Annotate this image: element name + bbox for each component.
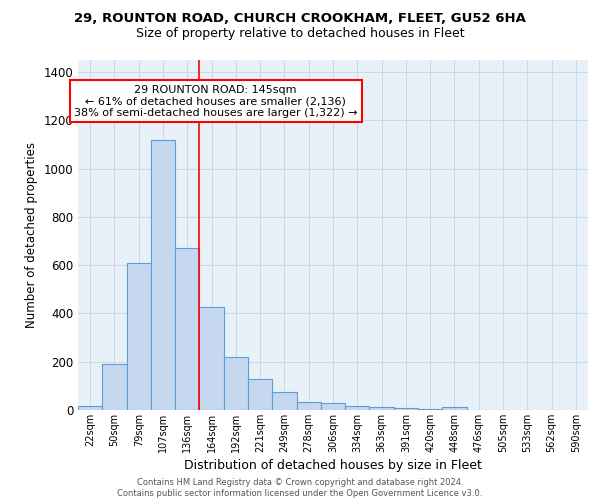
Text: 29, ROUNTON ROAD, CHURCH CROOKHAM, FLEET, GU52 6HA: 29, ROUNTON ROAD, CHURCH CROOKHAM, FLEET… [74, 12, 526, 26]
Bar [442, 407, 467, 410]
Bar [78, 406, 102, 410]
Bar [175, 248, 199, 410]
X-axis label: Distribution of detached houses by size in Fleet: Distribution of detached houses by size … [184, 459, 482, 472]
Bar [394, 408, 418, 410]
Bar [272, 392, 296, 410]
Text: 29 ROUNTON ROAD: 145sqm
← 61% of detached houses are smaller (2,136)
38% of semi: 29 ROUNTON ROAD: 145sqm ← 61% of detache… [74, 84, 358, 117]
Bar [248, 379, 272, 410]
Bar [321, 403, 345, 410]
Text: Contains HM Land Registry data © Crown copyright and database right 2024.
Contai: Contains HM Land Registry data © Crown c… [118, 478, 482, 498]
Bar [370, 407, 394, 410]
Bar [418, 409, 442, 410]
Bar [345, 406, 370, 410]
Bar [127, 263, 151, 410]
Text: Size of property relative to detached houses in Fleet: Size of property relative to detached ho… [136, 28, 464, 40]
Bar [151, 140, 175, 410]
Bar [199, 308, 224, 410]
Bar [224, 358, 248, 410]
Bar [102, 364, 127, 410]
Bar [296, 402, 321, 410]
Y-axis label: Number of detached properties: Number of detached properties [25, 142, 38, 328]
